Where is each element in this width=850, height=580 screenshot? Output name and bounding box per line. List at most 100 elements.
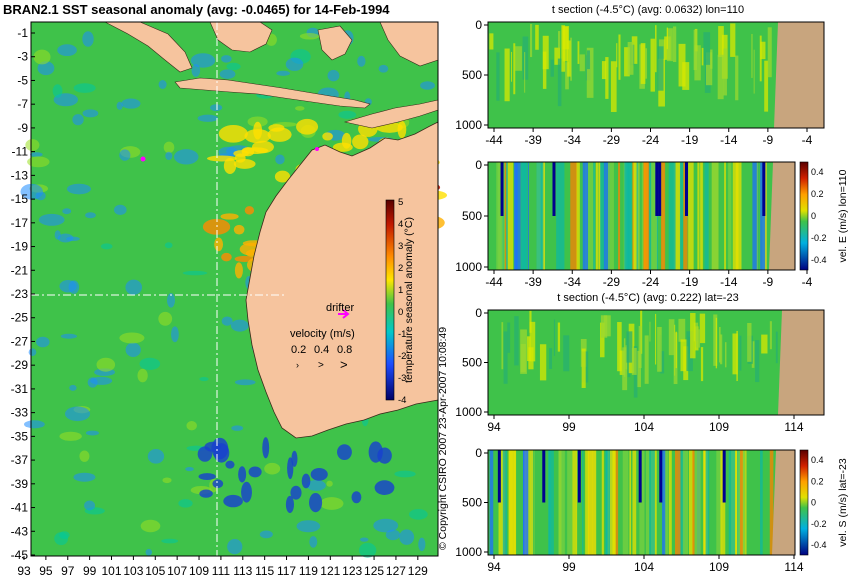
section-streak xyxy=(690,313,696,359)
section-streak xyxy=(661,162,666,270)
section-streak xyxy=(542,51,547,89)
section-streak xyxy=(767,27,772,78)
section-streak xyxy=(610,61,617,112)
section-streak xyxy=(728,162,732,270)
section-streak-strong xyxy=(552,162,556,216)
section-streak-strong xyxy=(500,162,504,216)
section-streak xyxy=(717,54,724,100)
map-frame xyxy=(30,21,439,557)
anomaly-patch xyxy=(37,61,55,76)
sst-colorbar xyxy=(385,199,395,401)
section-streak-strong xyxy=(658,162,662,216)
anomaly-patch xyxy=(65,406,91,422)
section-streak xyxy=(751,33,753,78)
section-streak xyxy=(549,348,553,369)
section-streak xyxy=(601,450,604,555)
section-streak xyxy=(732,162,739,270)
section-streak xyxy=(550,59,554,77)
section-x-tick-label: -39 xyxy=(524,133,542,147)
section-y-tick-label: 1000 xyxy=(455,545,482,559)
section-streak xyxy=(587,162,594,270)
section-title: t section (-4.5°C) (avg: 0.0632) lon=110 xyxy=(552,4,744,16)
anomaly-patch xyxy=(171,326,179,343)
section-streak xyxy=(741,450,746,555)
section-x-tick-label: -44 xyxy=(485,133,503,147)
anomaly-patch xyxy=(82,109,99,118)
map-y-tick-label: -11 xyxy=(12,145,29,159)
section-streak xyxy=(600,315,608,338)
map-y-tick-label: -25 xyxy=(11,311,29,325)
section-streak xyxy=(496,52,500,101)
anomaly-patch xyxy=(276,70,290,76)
anomaly-patch xyxy=(20,183,44,200)
section-streak xyxy=(521,162,527,270)
map-y-tick-label: -33 xyxy=(11,406,29,420)
section-streak xyxy=(678,43,686,87)
anomaly-patch xyxy=(90,376,113,385)
section-x-tick-label: 94 xyxy=(487,560,501,574)
section-streak xyxy=(704,162,709,270)
section-streak xyxy=(513,450,517,555)
section-streak xyxy=(675,331,677,369)
warm-anomaly-patch xyxy=(267,127,292,142)
section-x-tick-label: -24 xyxy=(642,275,660,289)
section-x-tick-label: 114 xyxy=(784,420,803,434)
section-streak xyxy=(723,48,727,96)
section-streak xyxy=(700,347,704,382)
section-streak xyxy=(598,162,601,270)
section-streak xyxy=(700,162,703,270)
section-streak xyxy=(657,46,664,91)
map-x-axis: 93 95 97 99 101 103 105 107 109 111 113 115 117 119 12… xyxy=(17,556,428,578)
anomaly-patch xyxy=(373,518,399,533)
cold-anomaly-patch xyxy=(241,481,252,503)
section-streak xyxy=(533,450,535,555)
section-streak xyxy=(617,322,622,372)
section-streak xyxy=(600,162,605,270)
section-streak xyxy=(759,35,762,82)
section-streak xyxy=(618,162,621,270)
map-y-tick-label: -31 xyxy=(11,382,29,396)
section-x-tick-label: -9 xyxy=(763,275,774,289)
section-streak xyxy=(610,450,616,555)
section-streak xyxy=(496,162,503,270)
velocity-colorbar-tick-label: -0.4 xyxy=(811,255,827,265)
section-streak xyxy=(697,162,700,270)
section-y-tick-label: 500 xyxy=(462,356,482,370)
map-y-tick-label: -41 xyxy=(11,501,29,515)
section-x-tick-label: -44 xyxy=(485,275,503,289)
map-y-tick-label: -23 xyxy=(11,287,29,301)
map-y-tick-label: -37 xyxy=(11,453,29,467)
section-streak xyxy=(664,450,668,555)
velocity-colorbar-tick-label: 0 xyxy=(811,498,816,508)
anomaly-patch xyxy=(210,104,223,112)
section-streak xyxy=(713,314,718,366)
cold-anomaly-patch xyxy=(212,479,224,488)
section-streak xyxy=(511,51,513,82)
cold-anomaly-patch xyxy=(377,447,392,464)
sst-colorbar-tick-label: 2 xyxy=(398,263,403,274)
sst-colorbar-tick-label: 3 xyxy=(398,241,403,252)
anomaly-patch xyxy=(119,332,145,344)
section-streak-strong xyxy=(722,450,726,503)
section-streak xyxy=(739,450,743,555)
warm-anomaly-patch xyxy=(214,237,224,252)
section-streak xyxy=(587,50,590,70)
section-y-tick-label: 1000 xyxy=(455,118,482,132)
section-streak xyxy=(686,331,693,372)
anomaly-patch xyxy=(85,212,96,219)
sst-colorbar-tick-label: 1 xyxy=(398,285,403,296)
anomaly-patch xyxy=(73,83,96,93)
anomaly-patch xyxy=(57,44,77,57)
section-streak xyxy=(576,162,580,270)
velocity-scale-3: 0.8 xyxy=(337,344,352,356)
anomaly-patch xyxy=(234,379,256,386)
section-streak xyxy=(489,33,494,50)
section-streak xyxy=(543,162,545,270)
map-y-tick-label: -7 xyxy=(17,97,28,111)
section-streak xyxy=(724,342,727,368)
section-streak xyxy=(515,46,522,71)
sst-colorbar-tick-label: -4 xyxy=(398,395,406,406)
drifter-point-east xyxy=(315,147,319,151)
section-streak xyxy=(527,162,529,270)
section-streak xyxy=(624,47,630,77)
